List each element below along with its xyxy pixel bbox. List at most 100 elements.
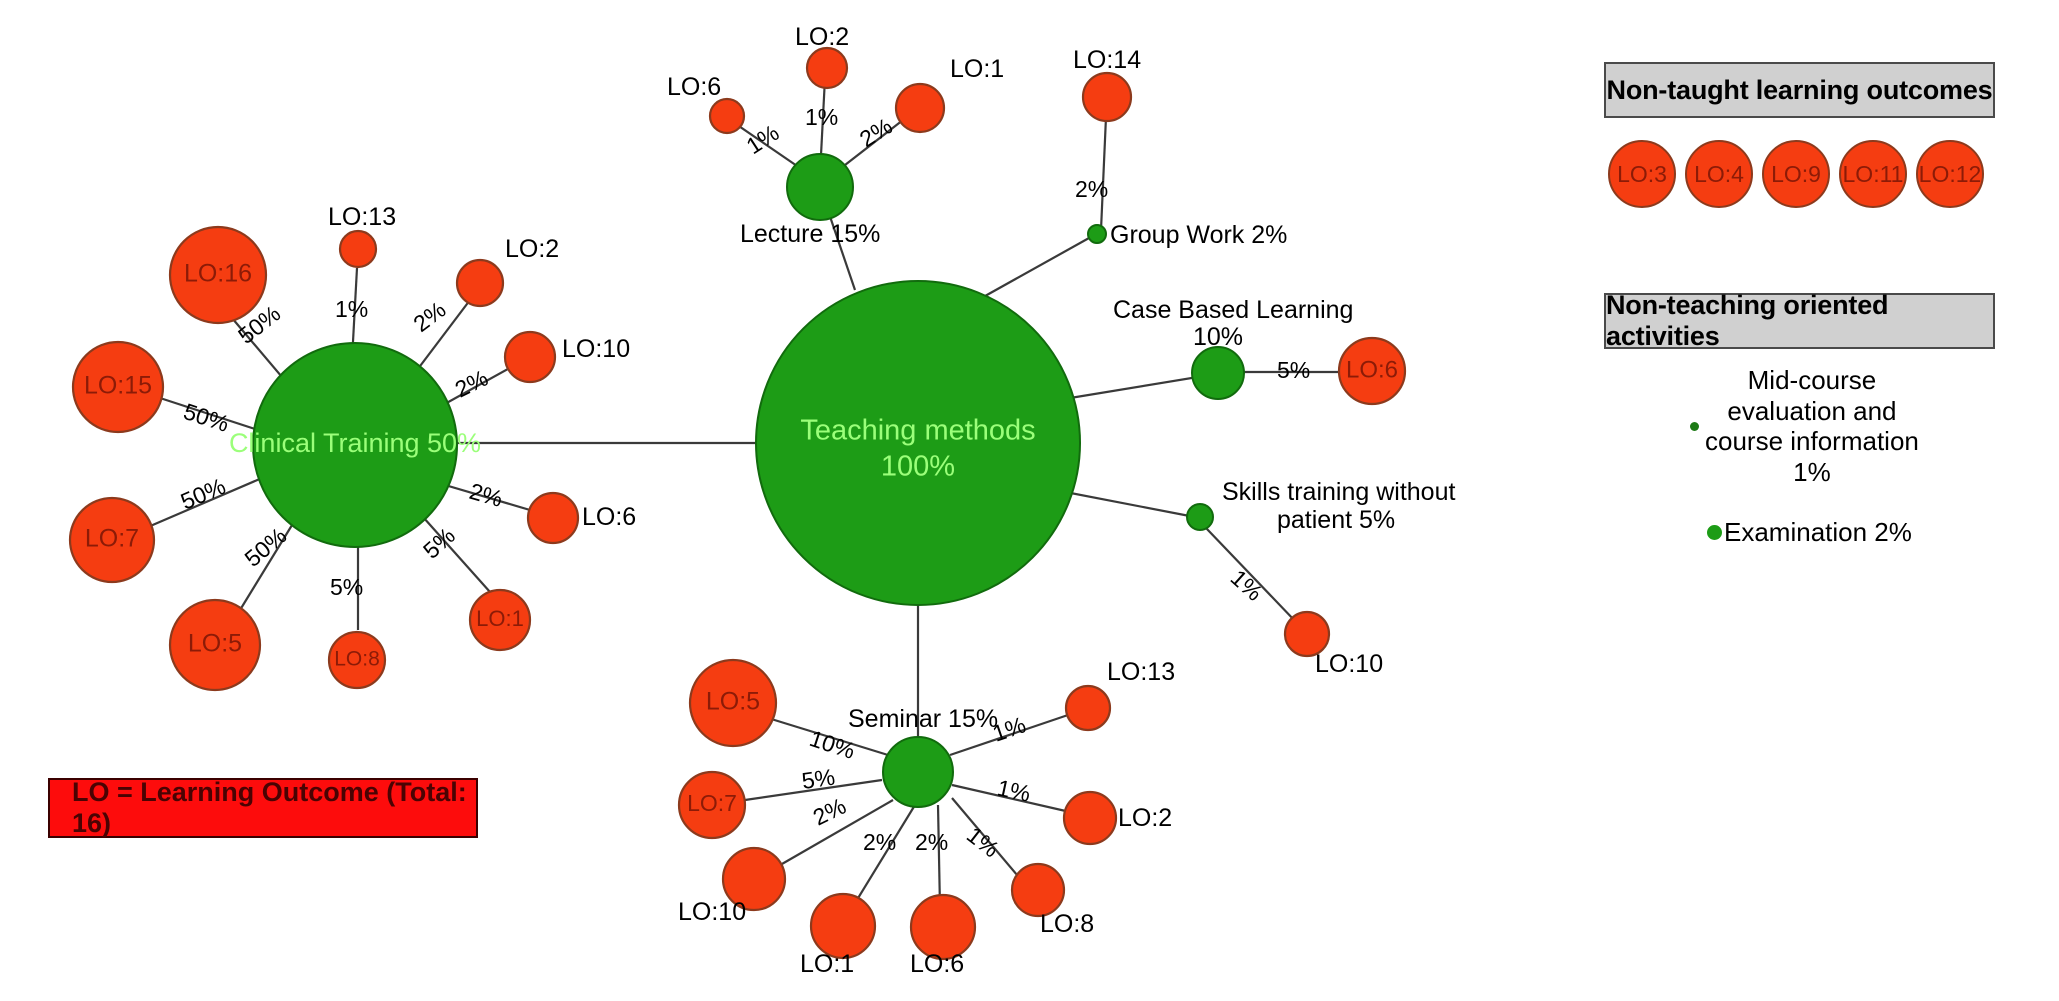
mid-course-line3: course information bbox=[1705, 426, 1919, 457]
node-lo7-clinical-label: LO:7 bbox=[85, 525, 139, 553]
node-lo1-seminar[interactable] bbox=[809, 892, 877, 960]
legend-chip-lo9-label: LO:9 bbox=[1771, 160, 1821, 187]
node-lecture-label: Lecture 15% bbox=[740, 220, 880, 248]
node-lo6-lecture[interactable] bbox=[708, 97, 746, 135]
edge-seminar-lo6 bbox=[936, 804, 942, 909]
node-lo8-clinical-label: LO:8 bbox=[334, 648, 380, 671]
node-lo6-clinical-label: LO:6 bbox=[582, 503, 636, 531]
node-lo5-seminar-label: LO:5 bbox=[706, 688, 760, 716]
legend-chip-lo12[interactable]: LO:12 bbox=[1916, 140, 1984, 208]
edge-seminar-lo2 bbox=[951, 783, 1071, 814]
node-lo14[interactable] bbox=[1081, 71, 1133, 123]
node-lo2-clinical[interactable] bbox=[455, 258, 505, 308]
node-skills-label-line2: patient 5% bbox=[1277, 506, 1395, 534]
edge-label-seminar-lo7: 5% bbox=[800, 764, 837, 794]
legend-chip-lo4-label: LO:4 bbox=[1694, 160, 1744, 187]
legend-activity-examination: Examination 2% bbox=[1707, 517, 1912, 548]
legend-non-teaching-title: Non-teaching oriented activities bbox=[1606, 290, 1889, 351]
node-lo10-clinical[interactable] bbox=[503, 330, 557, 384]
edge-root-skills bbox=[1054, 488, 1201, 520]
edge-seminar-lo13 bbox=[949, 713, 1069, 757]
legend-chip-lo4[interactable]: LO:4 bbox=[1685, 140, 1753, 208]
node-lo6-cbl-label: LO:6 bbox=[1346, 356, 1398, 383]
edge-lecture-lo2 bbox=[819, 77, 827, 156]
node-lo2-clinical-label: LO:2 bbox=[505, 235, 559, 263]
node-lo5-clinical-label: LO:5 bbox=[188, 630, 242, 658]
node-teaching-methods[interactable] bbox=[755, 280, 1081, 606]
node-lo7-seminar[interactable] bbox=[677, 770, 747, 840]
node-lo5-seminar[interactable] bbox=[688, 658, 778, 748]
edge-seminar-lo8 bbox=[951, 797, 1029, 889]
node-lo1-clinical[interactable] bbox=[468, 588, 532, 652]
node-lo13[interactable] bbox=[338, 229, 378, 269]
edge-skills-lo10 bbox=[1205, 527, 1297, 623]
edge-label-seminar-lo10: 2% bbox=[809, 793, 850, 831]
legend-non-taught-items: LO:3 LO:4 LO:9 LO:11 LO:12 bbox=[1608, 140, 1984, 208]
cluster-case-based-learning: 5% LO:6 Case Based Learning 10% bbox=[1113, 296, 1407, 406]
legend-chip-lo11[interactable]: LO:11 bbox=[1839, 140, 1907, 208]
edge-label-lecture-lo1: 2% bbox=[855, 113, 897, 153]
node-lo1-seminar-label: LO:1 bbox=[800, 950, 854, 978]
edge-label-clinical-lo8: 5% bbox=[330, 574, 363, 600]
node-clinical-training[interactable] bbox=[252, 342, 458, 548]
node-lo5-clinical[interactable] bbox=[168, 598, 262, 692]
edge-label-clinical-lo1: 5% bbox=[418, 522, 460, 564]
node-teaching-methods-label: Teaching methods bbox=[800, 415, 1035, 447]
edge-root-cbl bbox=[1057, 372, 1217, 402]
legend-non-taught-header: Non-taught learning outcomes bbox=[1604, 62, 1995, 118]
node-lo2-lecture[interactable] bbox=[805, 46, 849, 90]
node-lo13-seminar-label: LO:13 bbox=[1107, 658, 1175, 686]
node-lo13-seminar[interactable] bbox=[1064, 684, 1112, 732]
legend-chip-lo3[interactable]: LO:3 bbox=[1608, 140, 1676, 208]
node-cbl-value: 10% bbox=[1193, 323, 1243, 351]
mid-course-line1: Mid-course bbox=[1747, 365, 1877, 395]
edge-label-groupwork-lo14: 2% bbox=[1075, 176, 1108, 202]
node-clinical-training-label: Clinical Training 50% bbox=[229, 428, 481, 458]
node-lo8-clinical[interactable] bbox=[327, 630, 387, 690]
green-dot-icon-small bbox=[1690, 421, 1699, 431]
node-lo10-clinical-label: LO:10 bbox=[562, 335, 630, 363]
edge-label-skills-lo10: 1% bbox=[1226, 564, 1268, 606]
node-lo10-skills[interactable] bbox=[1283, 610, 1331, 658]
edge-seminar-lo7 bbox=[744, 778, 883, 802]
cluster-root: Teaching methods 100% bbox=[755, 280, 1081, 606]
mid-course-line2: evaluation and bbox=[1727, 395, 1897, 426]
cluster-clinical-training: 50% 1% 2% 2% 50% 2% 50% 5% 50% 5% LO:16 … bbox=[68, 203, 636, 692]
node-lo10-skills-label: LO:10 bbox=[1315, 650, 1383, 678]
edge-seminar-lo5 bbox=[767, 716, 889, 757]
edge-clinical-lo15 bbox=[159, 396, 259, 432]
edge-label-clinical-lo15: 50% bbox=[180, 398, 232, 437]
edge-groupwork-lo14 bbox=[1099, 116, 1108, 231]
legend-non-teaching-header: Non-teaching oriented activities bbox=[1604, 290, 1995, 351]
node-lo6-seminar[interactable] bbox=[909, 893, 977, 961]
node-lo16-label: LO:16 bbox=[184, 260, 252, 288]
node-group-work[interactable] bbox=[1087, 224, 1107, 244]
edge-clinical-lo5 bbox=[239, 511, 301, 611]
node-skills-training[interactable] bbox=[1186, 503, 1214, 531]
node-lo10-seminar[interactable] bbox=[721, 846, 787, 912]
node-lo15-label: LO:15 bbox=[84, 372, 152, 400]
node-lo1-clinical-label: LO:1 bbox=[476, 606, 524, 631]
edge-label-seminar-lo2: 1% bbox=[995, 774, 1033, 806]
green-dot-icon bbox=[1707, 524, 1722, 540]
node-lo7-clinical[interactable] bbox=[68, 496, 156, 584]
node-lo16[interactable] bbox=[168, 225, 268, 325]
node-lo1-lecture-label: LO:1 bbox=[950, 55, 1004, 83]
node-lecture[interactable] bbox=[786, 153, 854, 221]
edge-label-lecture-lo2: 1% bbox=[805, 104, 838, 130]
node-seminar[interactable] bbox=[882, 736, 954, 808]
node-lo8-seminar[interactable] bbox=[1010, 862, 1066, 918]
node-lo6-cbl[interactable] bbox=[1337, 336, 1407, 406]
node-lo1-lecture[interactable] bbox=[894, 82, 946, 134]
legend-chip-lo9[interactable]: LO:9 bbox=[1762, 140, 1830, 208]
node-lo6-clinical[interactable] bbox=[526, 491, 580, 545]
legend-non-taught-title: Non-taught learning outcomes bbox=[1606, 74, 1993, 105]
legend-chip-lo12-label: LO:12 bbox=[1918, 160, 1982, 187]
node-cbl-label: Case Based Learning bbox=[1113, 296, 1353, 324]
node-case-based-learning[interactable] bbox=[1191, 346, 1245, 400]
node-lo2-seminar[interactable] bbox=[1062, 790, 1118, 846]
edge-label-seminar-lo1: 2% bbox=[863, 829, 896, 855]
node-lo15[interactable] bbox=[71, 340, 165, 434]
legend-chip-lo11-label: LO:11 bbox=[1842, 160, 1904, 187]
